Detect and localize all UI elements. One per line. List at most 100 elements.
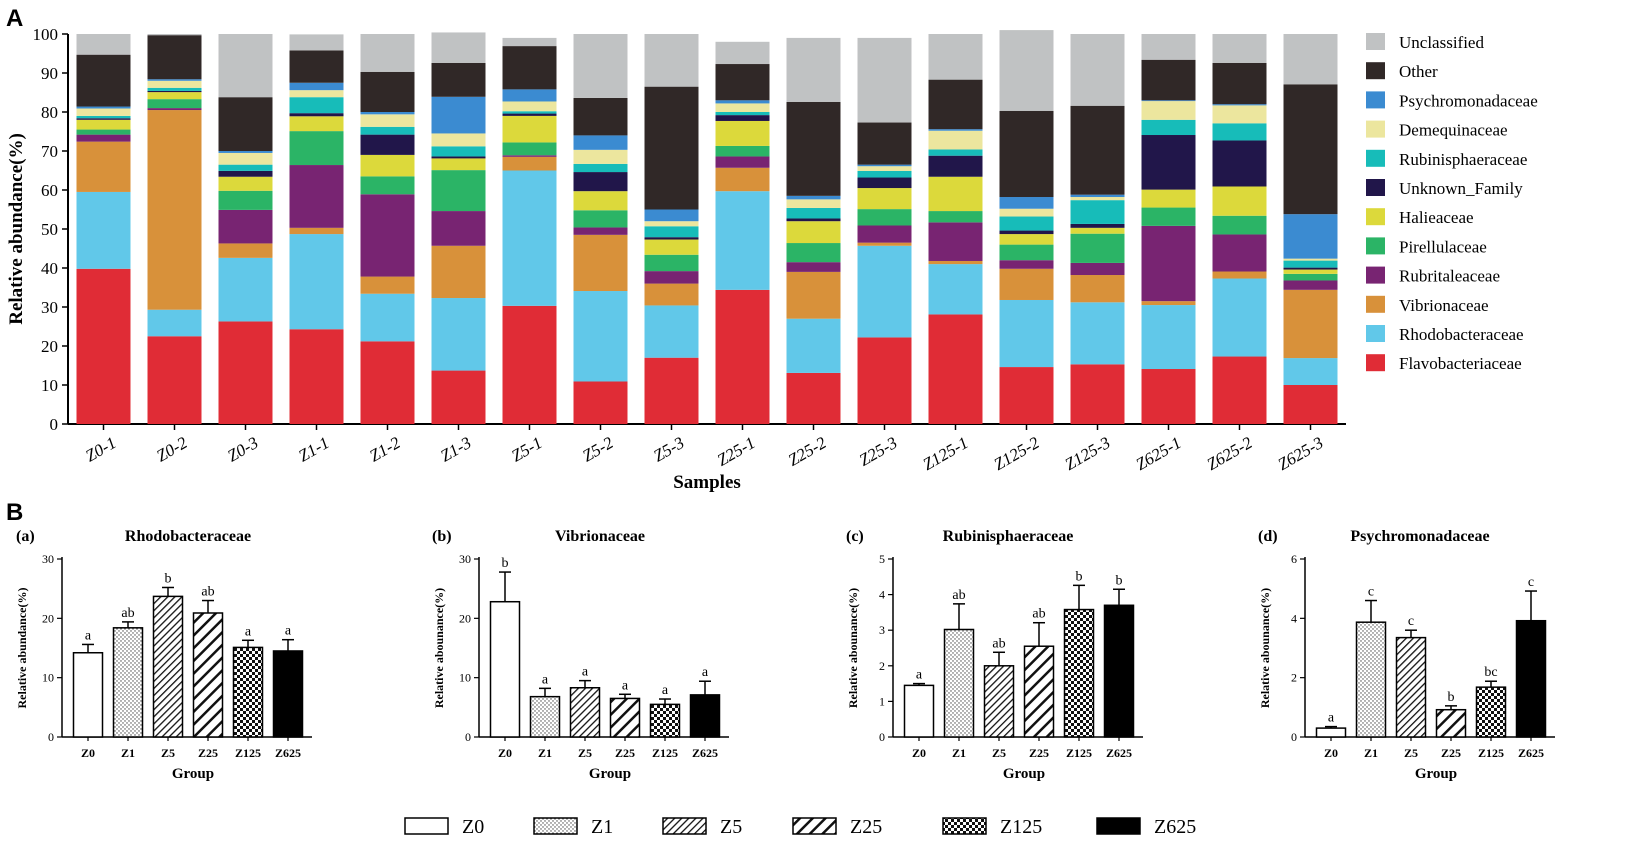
bar-segment-unclassified bbox=[289, 34, 344, 51]
bar-segment-unknown-family bbox=[573, 172, 628, 192]
bar-z125 bbox=[1475, 686, 1507, 738]
bar-segment-unknown-family bbox=[715, 115, 770, 121]
significance-letter: a bbox=[662, 683, 669, 698]
bar-segment-flavobacteriaceae bbox=[1212, 356, 1267, 424]
bar-z625 bbox=[1515, 619, 1547, 738]
significance-letter: a bbox=[85, 628, 92, 643]
bar-segment-halieaceae bbox=[1070, 227, 1125, 234]
bar-segment-rubritaleaceae bbox=[1141, 225, 1196, 302]
y-tick-label: 0 bbox=[465, 730, 471, 744]
bar-segment-rhodobacteraceae bbox=[360, 293, 415, 342]
y-tick-label: 80 bbox=[41, 103, 58, 122]
y-tick-label: 50 bbox=[41, 220, 58, 239]
bar-z1 bbox=[529, 695, 561, 738]
bar-segment-unclassified bbox=[76, 34, 131, 55]
bar-segment-halieaceae bbox=[431, 158, 486, 171]
bar-segment-pirellulaceae bbox=[1141, 207, 1196, 226]
bar-z1 bbox=[112, 627, 144, 738]
y-tick-label: 30 bbox=[41, 298, 58, 317]
bar-segment-other bbox=[289, 50, 344, 83]
bar-chart-rubinisphaeraceae: (c) Rubinisphaeraceae 0 1 2 3 4 5 Relative aboun… bbox=[846, 528, 1143, 782]
bar-segment-vibrionaceae bbox=[76, 141, 131, 192]
x-tick-label: Z625-2 bbox=[1203, 433, 1255, 474]
y-tick-label: 10 bbox=[459, 671, 471, 685]
legend-swatch bbox=[1366, 33, 1385, 50]
bar-z0 bbox=[72, 651, 104, 738]
x-tick-label: Z25 bbox=[1441, 746, 1461, 760]
chart-title: Rubinisphaeraceae bbox=[943, 528, 1074, 545]
bar-segment-other bbox=[857, 122, 912, 165]
bar-segment-rubinisphaeraceae bbox=[573, 163, 628, 173]
legend-label: Flavobacteriaceae bbox=[1399, 354, 1522, 373]
x-tick-label: Z625 bbox=[692, 746, 718, 760]
bar-segment-flavobacteriaceae bbox=[147, 336, 202, 424]
significance-letter: a bbox=[916, 668, 923, 683]
x-tick-label: Z1 bbox=[538, 746, 552, 760]
y-tick-label: 30 bbox=[459, 552, 471, 566]
x-tick-label: Z625 bbox=[275, 746, 301, 760]
bar-segment-psychromonadaceae bbox=[999, 197, 1054, 209]
bar-segment-psychromonadaceae bbox=[857, 164, 912, 167]
bar-segment-pirellulaceae bbox=[786, 243, 841, 263]
y-tick-label: 2 bbox=[1291, 671, 1297, 685]
bar-z0 bbox=[1315, 727, 1347, 738]
y-tick-label: 4 bbox=[1291, 611, 1297, 625]
y-tick-label: 3 bbox=[879, 623, 885, 637]
x-tick-label: Z5-2 bbox=[579, 433, 617, 466]
bar-segment-unclassified bbox=[786, 37, 841, 102]
bar-segment-flavobacteriaceae bbox=[502, 305, 557, 424]
bar-segment-vibrionaceae bbox=[147, 110, 202, 310]
significance-letter: b bbox=[502, 556, 509, 571]
bar-z25 bbox=[609, 697, 641, 738]
bar-segment-vibrionaceae bbox=[502, 156, 557, 171]
bar-segment-flavobacteriaceae bbox=[1141, 369, 1196, 424]
x-tick-label: Z0 bbox=[81, 746, 95, 760]
bar-z5 bbox=[983, 665, 1015, 738]
bar-segment-unknown-family bbox=[928, 155, 983, 177]
legend-label: Rubinisphaeraceae bbox=[1399, 150, 1527, 169]
legend-swatch bbox=[1366, 325, 1385, 342]
y-tick-label: 0 bbox=[50, 415, 59, 434]
bar-segment-other bbox=[928, 79, 983, 130]
bar-segment-unclassified bbox=[928, 34, 983, 80]
bar-segment-demequinaceae bbox=[360, 114, 415, 127]
bar-segment-unclassified bbox=[999, 30, 1054, 111]
bar-segment-rhodobacteraceae bbox=[1283, 358, 1338, 385]
y-axis-title: Relative abundance(%) bbox=[6, 133, 27, 325]
bar-segment-pirellulaceae bbox=[76, 129, 131, 135]
bar-segment-rubinisphaeraceae bbox=[999, 216, 1054, 231]
y-axis-title: Relative abundance(%) bbox=[15, 588, 29, 709]
bar-segment-vibrionaceae bbox=[218, 243, 273, 258]
panel-a-label: A bbox=[6, 5, 23, 32]
y-tick-label: 20 bbox=[459, 611, 471, 625]
legend-label: Rhodobacteraceae bbox=[1399, 325, 1524, 344]
bar-segment-rhodobacteraceae bbox=[289, 234, 344, 330]
x-axis-title: Group bbox=[172, 766, 214, 782]
group-legend-swatch bbox=[404, 817, 449, 835]
bar-segment-demequinaceae bbox=[644, 221, 699, 227]
bar-segment-demequinaceae bbox=[218, 152, 273, 165]
bar-z1 bbox=[1355, 621, 1387, 738]
bar-segment-unclassified bbox=[1141, 34, 1196, 60]
x-tick-label: Z625-3 bbox=[1274, 433, 1326, 474]
y-tick-label: 70 bbox=[41, 142, 58, 161]
bar-segment-demequinaceae bbox=[502, 101, 557, 112]
bar-segment-psychromonadaceae bbox=[1141, 100, 1196, 102]
y-tick-label: 90 bbox=[41, 64, 58, 83]
bar-segment-unknown-family bbox=[431, 156, 486, 159]
bar-segment-other bbox=[1141, 59, 1196, 101]
group-legend-swatch bbox=[792, 817, 837, 835]
bar-segment-pirellulaceae bbox=[360, 176, 415, 195]
bar-segment-rhodobacteraceae bbox=[218, 257, 273, 322]
bar-segment-demequinaceae bbox=[928, 130, 983, 150]
significance-letter: ab bbox=[952, 588, 965, 603]
bar-segment-vibrionaceae bbox=[360, 276, 415, 294]
y-tick-label: 6 bbox=[1291, 552, 1297, 566]
bar-segment-unknown-family bbox=[999, 230, 1054, 235]
bar-segment-psychromonadaceae bbox=[644, 209, 699, 222]
bar-segment-demequinaceae bbox=[857, 166, 912, 171]
x-tick-label: Z125-3 bbox=[1061, 433, 1113, 474]
x-tick-label: Z125 bbox=[235, 746, 261, 760]
bar-segment-rhodobacteraceae bbox=[147, 309, 202, 337]
